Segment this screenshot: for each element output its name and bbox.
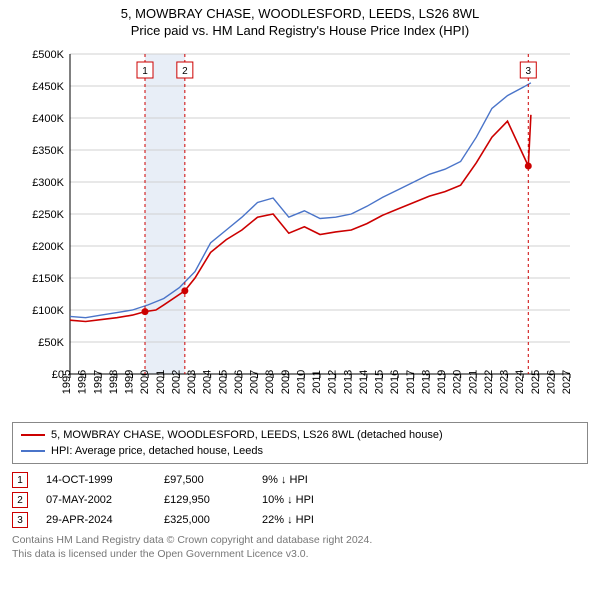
- legend-swatch: [21, 450, 45, 452]
- series-property: [70, 115, 531, 322]
- footer-line2: This data is licensed under the Open Gov…: [12, 548, 588, 562]
- x-tick-label: 2009: [280, 370, 292, 394]
- y-tick-label: £100K: [32, 305, 64, 317]
- event-num-box: 1: [12, 472, 28, 488]
- x-tick-label: 2024: [514, 370, 526, 394]
- event-date: 14-OCT-1999: [46, 474, 146, 486]
- legend-label: HPI: Average price, detached house, Leed…: [51, 445, 263, 457]
- x-tick-label: 2025: [530, 370, 542, 394]
- x-tick-label: 2022: [483, 370, 495, 394]
- x-tick-label: 1996: [77, 370, 89, 394]
- event-row: 3 29-APR-2024 £325,000 22% ↓ HPI: [12, 510, 588, 530]
- x-tick-label: 2016: [389, 370, 401, 394]
- y-tick-label: £200K: [32, 241, 64, 253]
- legend-row: HPI: Average price, detached house, Leed…: [21, 443, 579, 459]
- event-marker-num: 3: [526, 66, 532, 77]
- x-tick-label: 2021: [467, 370, 479, 394]
- footer-line1: Contains HM Land Registry data © Crown c…: [12, 534, 588, 548]
- event-marker-num: 2: [182, 66, 188, 77]
- x-tick-label: 2027: [561, 370, 573, 394]
- x-tick-label: 2019: [436, 370, 448, 394]
- chart-svg: £0£50K£100K£150K£200K£250K£300K£350K£400…: [20, 44, 580, 414]
- title-main: 5, MOWBRAY CHASE, WOODLESFORD, LEEDS, LS…: [0, 6, 600, 21]
- event-price: £97,500: [164, 474, 244, 486]
- x-tick-label: 2013: [342, 370, 354, 394]
- y-tick-label: £50K: [38, 337, 64, 349]
- event-num-box: 2: [12, 492, 28, 508]
- event-dot: [181, 287, 188, 294]
- x-tick-label: 2004: [202, 370, 214, 394]
- x-tick-label: 1997: [92, 370, 104, 394]
- legend-row: 5, MOWBRAY CHASE, WOODLESFORD, LEEDS, LS…: [21, 427, 579, 443]
- y-tick-label: £500K: [32, 49, 64, 61]
- x-tick-label: 1995: [61, 370, 73, 394]
- event-num-box: 3: [12, 512, 28, 528]
- x-tick-label: 2006: [233, 370, 245, 394]
- legend: 5, MOWBRAY CHASE, WOODLESFORD, LEEDS, LS…: [12, 422, 588, 464]
- event-diff: 9% ↓ HPI: [262, 474, 382, 486]
- event-diff: 10% ↓ HPI: [262, 494, 382, 506]
- footer: Contains HM Land Registry data © Crown c…: [12, 534, 588, 561]
- event-row: 2 07-MAY-2002 £129,950 10% ↓ HPI: [12, 490, 588, 510]
- event-row: 1 14-OCT-1999 £97,500 9% ↓ HPI: [12, 470, 588, 490]
- x-tick-label: 2014: [358, 370, 370, 394]
- event-date: 29-APR-2024: [46, 514, 146, 526]
- x-tick-label: 1998: [108, 370, 120, 394]
- x-tick-label: 2018: [420, 370, 432, 394]
- y-tick-label: £450K: [32, 81, 64, 93]
- event-price: £129,950: [164, 494, 244, 506]
- legend-swatch: [21, 434, 45, 436]
- x-tick-label: 2010: [295, 370, 307, 394]
- event-dot: [142, 308, 149, 315]
- y-tick-label: £150K: [32, 273, 64, 285]
- title-block: 5, MOWBRAY CHASE, WOODLESFORD, LEEDS, LS…: [0, 0, 600, 40]
- y-tick-label: £350K: [32, 145, 64, 157]
- title-sub: Price paid vs. HM Land Registry's House …: [0, 23, 600, 38]
- x-tick-label: 2005: [217, 370, 229, 394]
- x-tick-label: 2012: [327, 370, 339, 394]
- event-dot: [525, 163, 532, 170]
- legend-label: 5, MOWBRAY CHASE, WOODLESFORD, LEEDS, LS…: [51, 429, 443, 441]
- event-diff: 22% ↓ HPI: [262, 514, 382, 526]
- x-tick-label: 2003: [186, 370, 198, 394]
- x-tick-label: 2015: [374, 370, 386, 394]
- x-tick-label: 2023: [499, 370, 511, 394]
- x-tick-label: 2026: [545, 370, 557, 394]
- y-tick-label: £400K: [32, 113, 64, 125]
- y-tick-label: £250K: [32, 209, 64, 221]
- event-marker-num: 1: [142, 66, 148, 77]
- x-tick-label: 1999: [124, 370, 136, 394]
- x-tick-label: 2017: [405, 370, 417, 394]
- event-price: £325,000: [164, 514, 244, 526]
- x-tick-label: 2001: [155, 370, 167, 394]
- x-tick-label: 2002: [170, 370, 182, 394]
- chart-container: 5, MOWBRAY CHASE, WOODLESFORD, LEEDS, LS…: [0, 0, 600, 590]
- x-tick-label: 2007: [249, 370, 261, 394]
- events-table: 1 14-OCT-1999 £97,500 9% ↓ HPI 2 07-MAY-2002 £…: [12, 470, 588, 530]
- chart-area: £0£50K£100K£150K£200K£250K£300K£350K£400…: [20, 44, 580, 414]
- x-tick-label: 2020: [452, 370, 464, 394]
- event-date: 07-MAY-2002: [46, 494, 146, 506]
- y-tick-label: £300K: [32, 177, 64, 189]
- x-tick-label: 2008: [264, 370, 276, 394]
